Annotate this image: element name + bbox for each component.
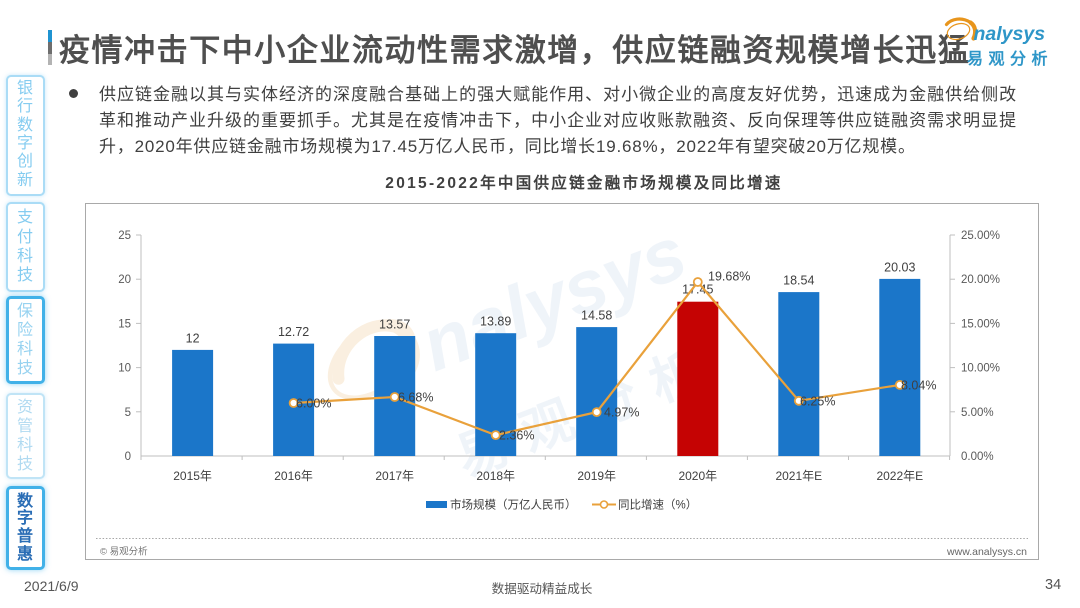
svg-text:5.00%: 5.00% <box>961 407 994 419</box>
svg-text:nalysys: nalysys <box>974 23 1046 45</box>
svg-text:13.57: 13.57 <box>379 318 410 332</box>
svg-text:2015年: 2015年 <box>173 469 212 483</box>
svg-text:19.68%: 19.68% <box>708 270 750 284</box>
svg-text:0.00%: 0.00% <box>961 451 994 463</box>
svg-text:0: 0 <box>125 451 131 463</box>
svg-text:20.03: 20.03 <box>884 260 915 274</box>
svg-text:14.58: 14.58 <box>581 309 612 323</box>
svg-text:2021年E: 2021年E <box>775 469 822 483</box>
svg-text:20: 20 <box>118 274 131 286</box>
svg-text:15: 15 <box>118 318 131 330</box>
svg-text:12: 12 <box>186 331 200 345</box>
svg-text:5: 5 <box>125 407 131 419</box>
svg-text:2020年: 2020年 <box>678 469 717 483</box>
svg-text:2019年: 2019年 <box>577 469 616 483</box>
svg-text:13.89: 13.89 <box>480 315 511 329</box>
svg-text:25: 25 <box>118 230 131 242</box>
svg-text:10.00%: 10.00% <box>961 363 1000 375</box>
svg-text:6.25%: 6.25% <box>800 394 835 408</box>
svg-text:15.00%: 15.00% <box>961 318 1000 330</box>
svg-text:25.00%: 25.00% <box>961 230 1000 242</box>
svg-text:10: 10 <box>118 363 131 375</box>
svg-text:www.analysys.cn: www.analysys.cn <box>946 546 1027 558</box>
svg-text:2018年: 2018年 <box>476 469 515 483</box>
svg-text:8.04%: 8.04% <box>901 378 936 392</box>
svg-text:20.00%: 20.00% <box>961 274 1000 286</box>
svg-text:18.54: 18.54 <box>783 274 814 288</box>
svg-text:市场规模（万亿人民币）: 市场规模（万亿人民币） <box>450 498 577 512</box>
svg-text:6.00%: 6.00% <box>296 397 331 411</box>
svg-text:2022年E: 2022年E <box>876 469 923 483</box>
svg-text:12.72: 12.72 <box>278 325 309 339</box>
svg-text:4.97%: 4.97% <box>604 406 639 420</box>
svg-text:同比增速（%）: 同比增速（%） <box>618 498 697 512</box>
svg-text:© 易观分析: © 易观分析 <box>100 546 148 558</box>
svg-text:2015-2022年中国供应链金融市场规模及同比增速: 2015-2022年中国供应链金融市场规模及同比增速 <box>385 173 782 192</box>
svg-text:2.36%: 2.36% <box>499 429 534 443</box>
svg-text:2017年: 2017年 <box>375 469 414 483</box>
svg-text:6.68%: 6.68% <box>398 391 433 405</box>
svg-text:易观分析: 易观分析 <box>967 49 1053 68</box>
svg-text:2016年: 2016年 <box>274 469 313 483</box>
